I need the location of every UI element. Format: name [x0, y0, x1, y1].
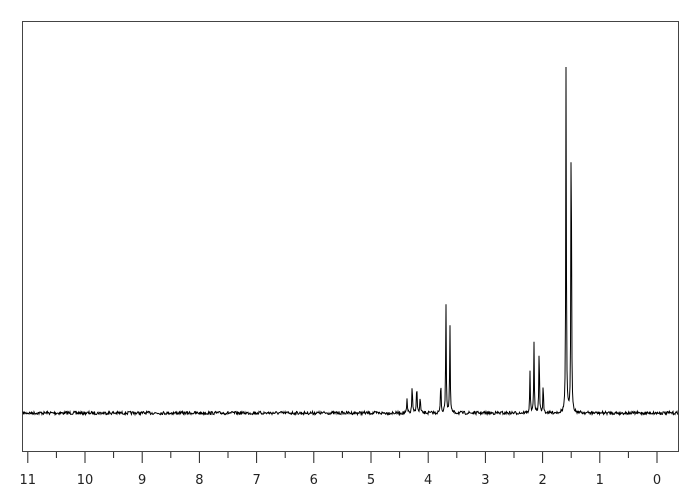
- x-tick-label: 11: [20, 473, 37, 488]
- x-tick-label: 2: [538, 473, 546, 488]
- x-tick-label: 6: [310, 473, 318, 488]
- x-tick-label: 4: [424, 473, 432, 488]
- x-tick-label: 10: [77, 473, 94, 488]
- x-tick-label: 5: [367, 473, 375, 488]
- x-tick-label: 7: [252, 473, 260, 488]
- x-axis: 11 10 9 8 7 6 5 4 3 2 1 0: [20, 452, 661, 488]
- x-tick-label: 3: [481, 473, 489, 488]
- x-tick-label: 0: [653, 473, 661, 488]
- x-tick-label: 9: [138, 473, 146, 488]
- x-tick-label: 1: [596, 473, 604, 488]
- plot-frame: [22, 21, 679, 452]
- x-tick-label: 8: [195, 473, 203, 488]
- spectrum-line: [22, 66, 679, 417]
